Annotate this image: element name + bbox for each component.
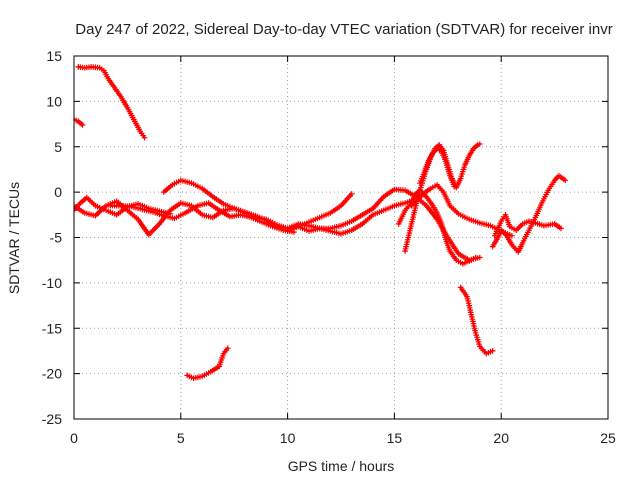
x-tick-label: 0 — [70, 430, 78, 446]
data-series — [74, 64, 569, 381]
x-tick-label: 25 — [600, 430, 616, 446]
y-axis-label: SDTVAR / TECUs — [6, 182, 22, 294]
grid — [74, 56, 608, 419]
series-markers-arc-8 — [395, 187, 479, 267]
series-markers-arc-1 — [75, 64, 148, 141]
y-tick-label: -15 — [42, 320, 62, 336]
x-tick-label: 15 — [387, 430, 403, 446]
y-tick-label: -20 — [42, 366, 62, 382]
x-tick-label: 20 — [493, 430, 509, 446]
series-markers-arc-15 — [184, 345, 231, 381]
y-axis-ticks: -25 -20 -15 -10 -5 0 5 10 15 — [42, 48, 608, 427]
series-arc-1 — [77, 65, 146, 139]
y-tick-label: -5 — [50, 230, 63, 246]
series-markers-arc-6 — [107, 200, 297, 235]
y-tick-label: -10 — [42, 275, 62, 291]
x-axis-label: GPS time / hours — [288, 458, 395, 474]
y-tick-label: 0 — [54, 184, 62, 200]
y-tick-label: 5 — [54, 139, 62, 155]
chart-title: Day 247 of 2022, Sidereal Day-to-day VTE… — [75, 21, 612, 38]
series-markers-arc-5 — [160, 177, 483, 263]
y-tick-label: 10 — [46, 93, 62, 109]
series-arc-5 — [162, 179, 481, 262]
series-markers-arc-10 — [417, 145, 457, 190]
series-arc-13 — [491, 174, 567, 254]
x-tick-label: 5 — [177, 430, 185, 446]
y-tick-label: 15 — [46, 48, 62, 64]
series-markers-arc-13 — [489, 173, 569, 255]
x-axis-ticks: 0 5 10 15 20 25 — [70, 56, 616, 446]
series-markers-arc-14 — [492, 212, 564, 239]
x-tick-label: 10 — [280, 430, 296, 446]
series-markers-arc-2 — [74, 116, 86, 128]
y-tick-label: -25 — [42, 411, 62, 427]
series-markers-arc-12 — [457, 284, 496, 357]
series-markers-arc-7 — [284, 191, 355, 234]
